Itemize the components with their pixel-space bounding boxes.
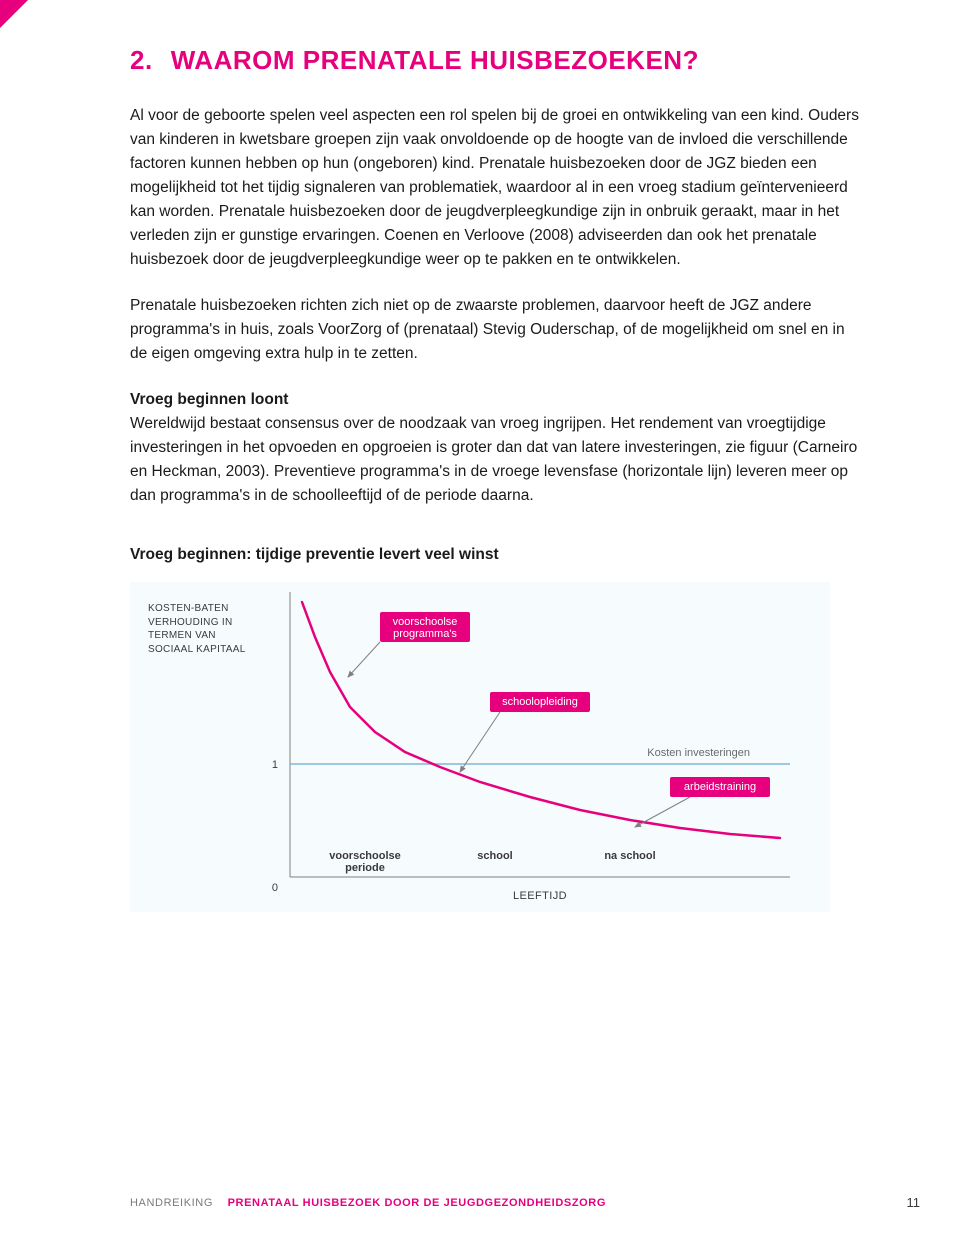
- footer-title: PRENATAAL HUISBEZOEK DOOR DE JEUGDGEZOND…: [228, 1197, 606, 1209]
- svg-text:Kosten investeringen: Kosten investeringen: [647, 747, 750, 759]
- svg-text:1: 1: [272, 759, 278, 771]
- corner-accent: [0, 0, 28, 28]
- svg-text:periode: periode: [345, 862, 385, 874]
- paragraph-1: Al voor de geboorte spelen veel aspecten…: [130, 104, 860, 272]
- paragraph-2: Prenatale huisbezoeken richten zich niet…: [130, 294, 860, 366]
- subsection-1-title: Vroeg beginnen loont: [130, 391, 288, 408]
- chart-title: Vroeg beginnen: tijdige preventie levert…: [130, 546, 860, 564]
- subsection-1: Vroeg beginnen loont Wereldwijd bestaat …: [130, 388, 860, 508]
- footer-page-number: 11: [907, 1195, 921, 1210]
- subsection-1-body: Wereldwijd bestaat consensus over de noo…: [130, 415, 857, 504]
- svg-text:arbeidstraining: arbeidstraining: [684, 781, 756, 793]
- heading-title: WAAROM PRENATALE HUISBEZOEKEN?: [171, 45, 699, 76]
- chart-svg: 10voorschoolseperiodeschoolna schoolLEEF…: [130, 582, 830, 912]
- svg-text:na school: na school: [604, 850, 655, 862]
- section-heading: 2. WAAROM PRENATALE HUISBEZOEKEN?: [130, 45, 860, 76]
- svg-text:voorschoolse: voorschoolse: [393, 616, 458, 628]
- footer-handreiking: HANDREIKING: [130, 1197, 213, 1209]
- chart-panel: KOSTEN-BATEN VERHOUDING IN TERMEN VAN SO…: [130, 582, 830, 912]
- footer-text: HANDREIKING PRENATAAL HUISBEZOEK DOOR DE…: [130, 1197, 606, 1209]
- svg-text:0: 0: [272, 882, 278, 894]
- svg-text:school: school: [477, 850, 512, 862]
- svg-text:schoolopleiding: schoolopleiding: [502, 696, 578, 708]
- svg-text:voorschoolse: voorschoolse: [329, 850, 401, 862]
- heading-number: 2.: [130, 45, 153, 76]
- page-footer: HANDREIKING PRENATAAL HUISBEZOEK DOOR DE…: [130, 1195, 920, 1210]
- svg-text:programma's: programma's: [393, 628, 457, 640]
- svg-text:LEEFTIJD: LEEFTIJD: [513, 890, 567, 902]
